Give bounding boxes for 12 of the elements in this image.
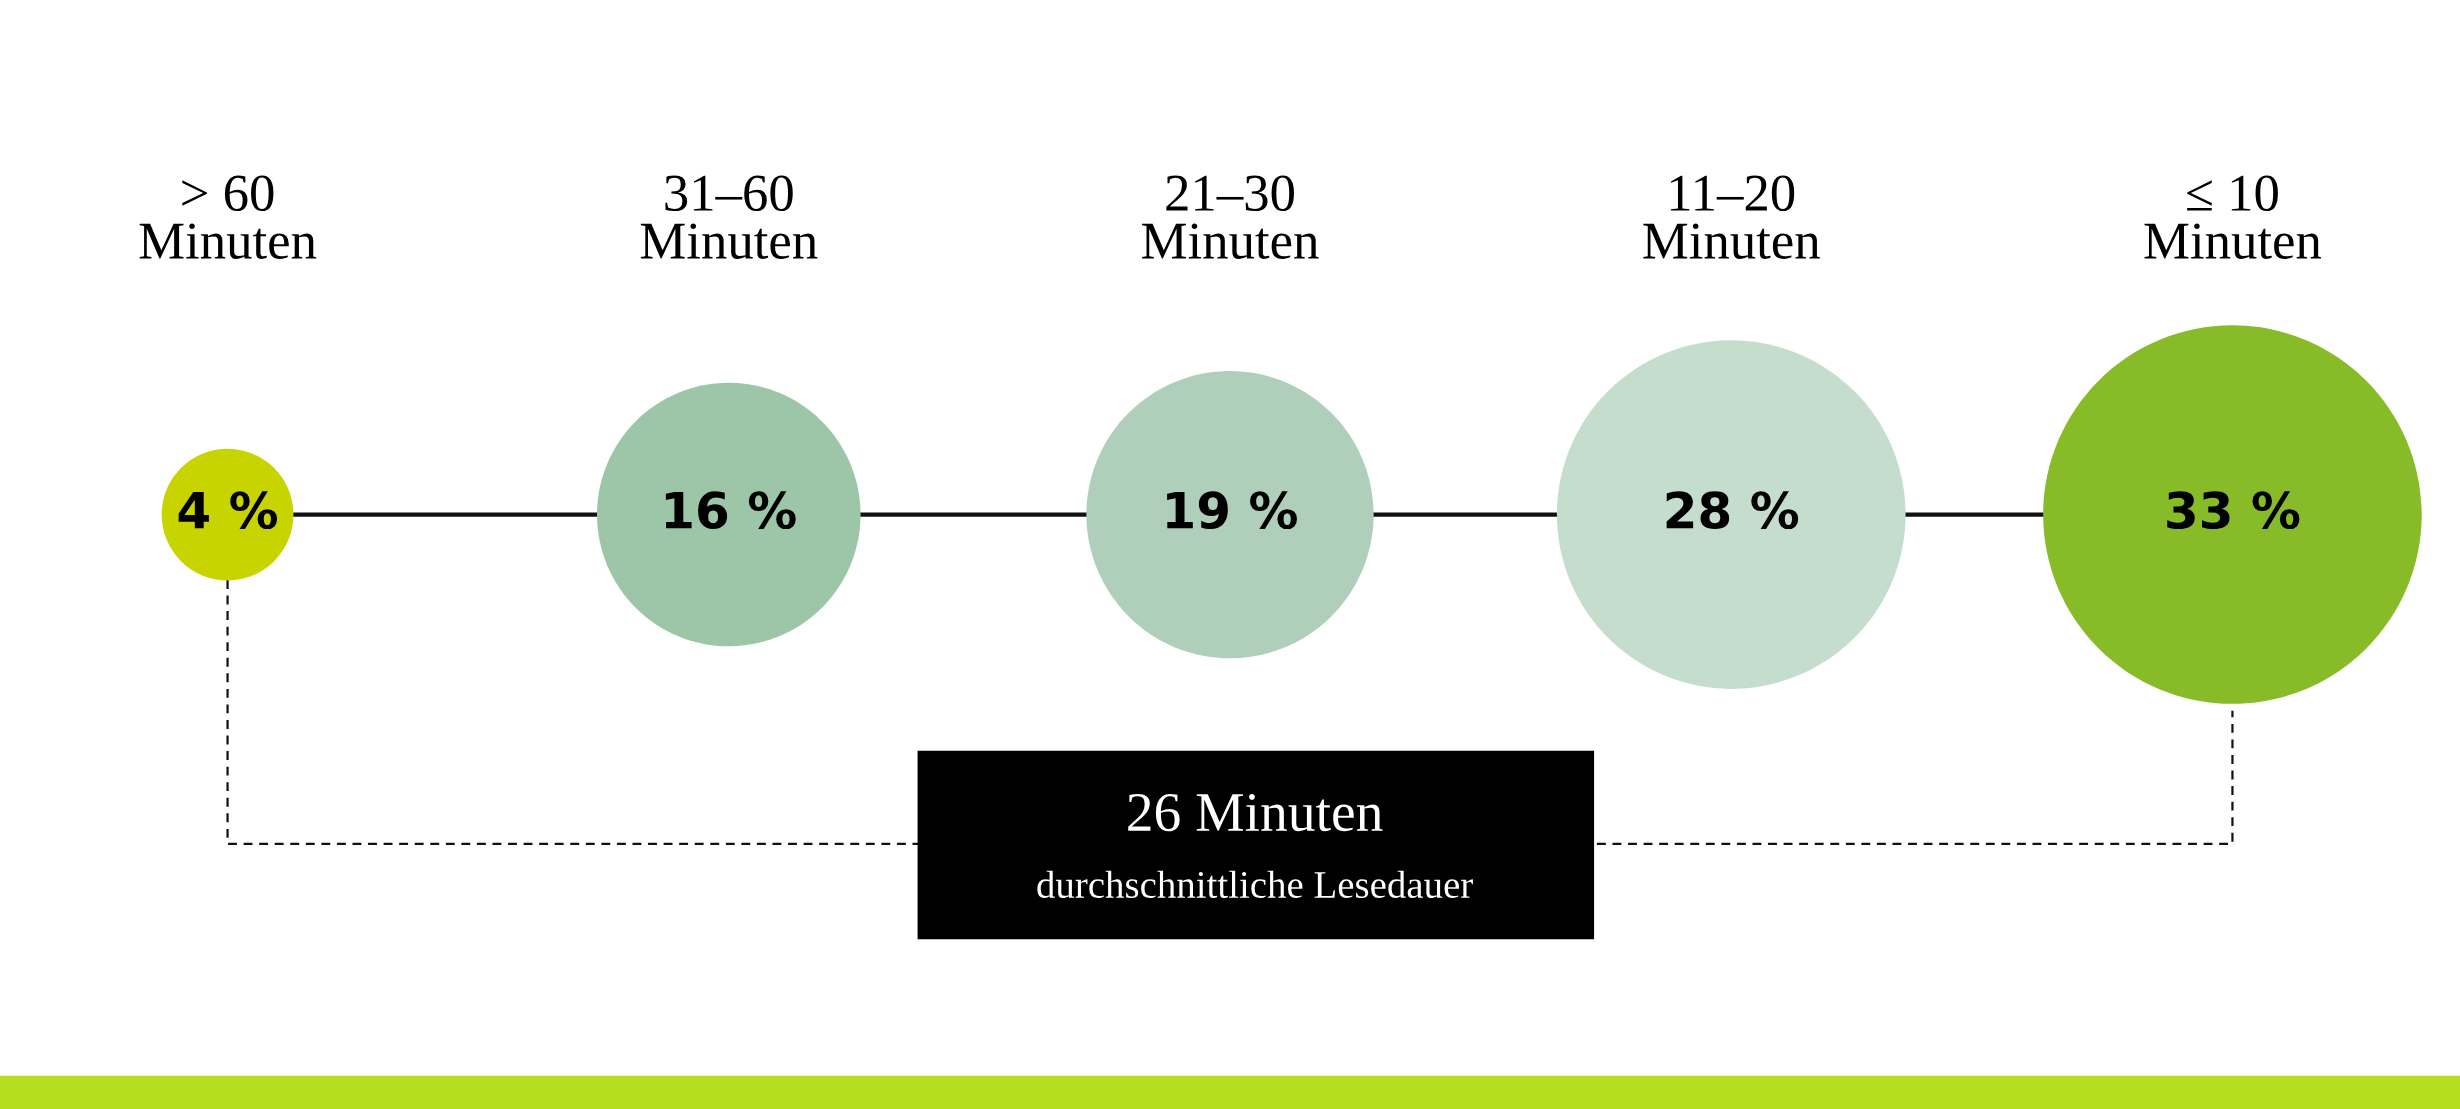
data-label: 33 % xyxy=(2167,491,2300,530)
category-label: 21–30 Minuten xyxy=(1142,175,1319,259)
category-label: ≤ 10 Minuten xyxy=(2144,175,2322,259)
data-label: 16 % xyxy=(665,491,796,530)
data-label: 28 % xyxy=(1666,491,1799,530)
text: 26 Minuten xyxy=(1128,793,1383,832)
category-label: 11–20 Minuten xyxy=(1643,175,1820,259)
data-label: 19 % xyxy=(1167,491,1297,530)
category-label: > 60 Minuten xyxy=(139,175,317,259)
data-label: 4 % xyxy=(178,491,278,530)
category-label: 31–60 Minuten xyxy=(640,175,818,259)
text: durchschnittliche Lesedauer xyxy=(1037,870,1473,899)
